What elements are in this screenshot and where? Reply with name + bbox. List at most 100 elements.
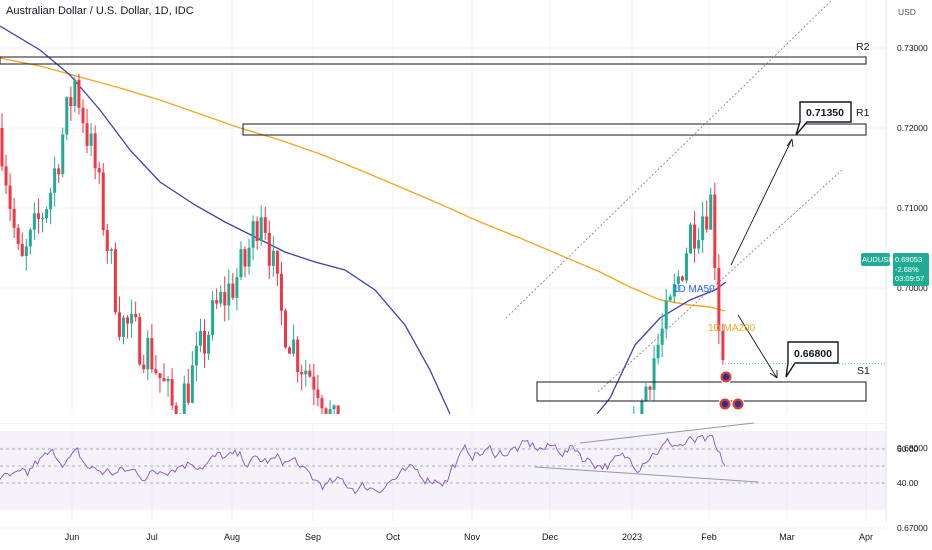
candle-body (203, 330, 206, 354)
candle-body (138, 317, 142, 365)
rsi-tick-label: 60.00 (897, 444, 919, 454)
candle-body (101, 172, 105, 231)
candle-body (328, 409, 332, 414)
rsi-line (0, 422, 759, 495)
candle-body (20, 243, 24, 257)
levels (0, 56, 867, 402)
last-price-badge: 0.69053 -2.68% 03:09:57 (893, 253, 929, 286)
candle-body (81, 107, 85, 124)
time-tick-label: Jun (65, 532, 80, 542)
time-tick-label: Dec (542, 532, 559, 542)
ma50-label: 1D MA50 (673, 284, 715, 295)
candle-body (312, 376, 316, 390)
candle-body (640, 400, 644, 414)
candle-body (292, 339, 296, 354)
candle-body (251, 221, 255, 248)
candle-body (162, 377, 166, 382)
rsi-tick-label: 40.00 (897, 478, 919, 488)
candle-body (223, 292, 227, 306)
candle-body (215, 300, 219, 304)
candle-body (85, 123, 89, 146)
candle-body (275, 250, 279, 274)
candle-body (332, 405, 336, 410)
candle-body (109, 249, 113, 251)
time-tick-label: Aug (224, 532, 240, 542)
price-tick-label: 0.70000 (897, 283, 928, 293)
candle-body (4, 166, 8, 186)
candle-body (57, 168, 61, 175)
price-change: -2.68% (895, 264, 919, 274)
candle-body (36, 213, 40, 220)
candle-body (207, 334, 211, 354)
callout-down (785, 341, 839, 378)
rsi-panel-band (0, 431, 886, 510)
candle-body (705, 216, 709, 230)
candle-body (672, 283, 676, 297)
last-price: 0.69053 (895, 255, 923, 264)
channel-lower (597, 169, 843, 393)
candle-body (284, 310, 287, 348)
candle-body (126, 317, 130, 324)
candle-body (69, 97, 73, 107)
candle-body (336, 405, 340, 414)
candle-body (134, 313, 138, 318)
candle-body (32, 213, 36, 230)
arrow-head-up (786, 138, 794, 148)
candle-body (170, 379, 174, 406)
time-tick-label: Mar (779, 532, 795, 542)
candle-body (304, 370, 308, 375)
ma50-line (0, 25, 727, 415)
candle-body (166, 379, 170, 382)
candle-body (255, 221, 259, 242)
ma200-path (0, 57, 726, 312)
candle-body (721, 330, 725, 360)
currency-label: USD (898, 7, 916, 17)
event-flag-center (734, 400, 742, 408)
event-flag-center (721, 400, 729, 408)
candle-body (680, 276, 684, 281)
candle-body (150, 338, 154, 370)
candle-body (186, 383, 190, 403)
candle-body (93, 133, 97, 169)
candle-body (174, 405, 178, 414)
candle-body (288, 347, 292, 354)
candle-body (279, 273, 283, 311)
s1-label: S1 (857, 365, 870, 377)
candle-body (61, 134, 65, 175)
rsi-trend-lower (534, 466, 759, 483)
panel-gap (0, 414, 886, 423)
s1-label: R1 (856, 107, 870, 119)
candle-body (28, 229, 32, 247)
candle-body (8, 185, 12, 209)
candle-body (219, 292, 223, 304)
s1-zone (536, 381, 867, 402)
time-tick-label: Nov (464, 532, 481, 542)
price-tick-label: 0.73000 (897, 43, 928, 53)
candle-body (239, 249, 243, 278)
time-tick-label: Apr (859, 532, 873, 542)
candle-body (105, 230, 109, 251)
price-tick-label: 0.67000 (897, 523, 928, 533)
time-tick-label: Jul (146, 532, 158, 542)
candle-body (142, 364, 146, 370)
candle-body (235, 277, 239, 298)
candle-body (243, 249, 247, 267)
candle-body (296, 339, 300, 372)
candle-body (97, 168, 101, 173)
candle-body (709, 194, 713, 230)
price-tick-label: 0.68000 (897, 443, 928, 453)
time-tick-label: Oct (386, 532, 401, 542)
callout-up (795, 101, 852, 136)
candle-body (644, 386, 648, 401)
candle-body (701, 216, 705, 241)
candle-body (12, 208, 16, 228)
candle-body (182, 383, 186, 414)
candle-body (717, 267, 721, 331)
candle-body (231, 283, 235, 298)
candle-body (308, 370, 312, 377)
candle-body (130, 313, 134, 324)
price-tick-label: 0.71000 (897, 203, 928, 213)
candle-body (247, 247, 251, 267)
annotations: R2 R1 S1 0.71350 0.66800 1D MA50 1D MA200 (673, 41, 886, 411)
